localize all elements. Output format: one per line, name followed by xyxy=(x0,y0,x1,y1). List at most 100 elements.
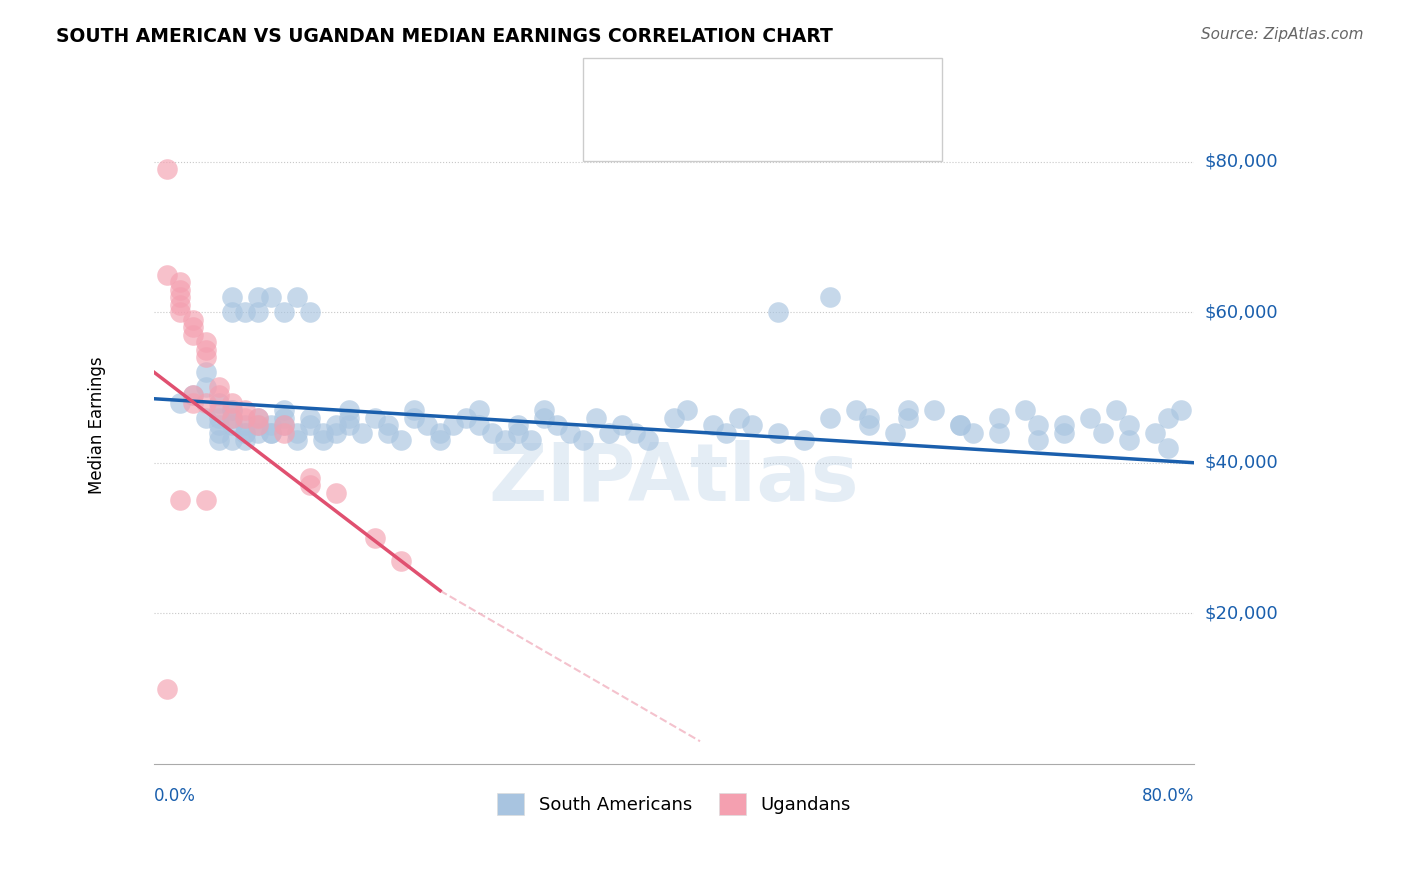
Point xyxy=(247,290,270,304)
Point xyxy=(1053,418,1076,433)
Point xyxy=(1105,403,1128,417)
Point xyxy=(221,410,243,425)
Point xyxy=(1026,433,1049,447)
Point xyxy=(404,410,426,425)
Point xyxy=(221,403,243,417)
Point xyxy=(156,681,179,696)
Point xyxy=(949,418,972,433)
Point xyxy=(299,471,322,485)
Point xyxy=(312,425,335,440)
Point xyxy=(897,403,920,417)
Point xyxy=(987,410,1010,425)
Point xyxy=(208,403,231,417)
Point xyxy=(884,425,907,440)
Point xyxy=(389,553,412,567)
Point xyxy=(221,395,243,409)
Point xyxy=(818,290,841,304)
Point xyxy=(208,380,231,394)
Text: R =: R = xyxy=(630,116,666,134)
Point xyxy=(1143,425,1166,440)
Text: 0.0%: 0.0% xyxy=(155,787,195,805)
Point xyxy=(195,395,218,409)
Point xyxy=(195,351,218,365)
Text: ■: ■ xyxy=(598,113,620,136)
Point xyxy=(285,290,308,304)
Point xyxy=(273,403,295,417)
Point xyxy=(558,425,581,440)
Point xyxy=(247,410,270,425)
Point xyxy=(233,403,256,417)
Point xyxy=(494,433,516,447)
Point xyxy=(208,395,231,409)
Point xyxy=(299,305,322,319)
Text: Median Earnings: Median Earnings xyxy=(89,356,105,494)
Point xyxy=(1157,410,1180,425)
Point xyxy=(468,403,491,417)
Point xyxy=(156,268,179,282)
Point xyxy=(858,418,880,433)
Point xyxy=(195,493,218,508)
Point xyxy=(325,418,347,433)
Point xyxy=(325,486,347,500)
Point xyxy=(389,433,412,447)
Point xyxy=(429,425,451,440)
Point xyxy=(208,425,231,440)
Point xyxy=(337,403,360,417)
Point xyxy=(221,410,243,425)
Point xyxy=(325,425,347,440)
Point xyxy=(728,410,751,425)
Point xyxy=(299,410,322,425)
Point xyxy=(285,433,308,447)
Point xyxy=(169,283,191,297)
Point xyxy=(637,433,659,447)
Point xyxy=(404,403,426,417)
Point xyxy=(766,305,789,319)
Point xyxy=(299,478,322,492)
Point xyxy=(221,403,243,417)
Point xyxy=(468,418,491,433)
Point xyxy=(922,403,945,417)
Text: 114: 114 xyxy=(808,76,844,94)
Point xyxy=(273,410,295,425)
Point xyxy=(233,425,256,440)
Point xyxy=(456,410,478,425)
Point xyxy=(247,418,270,433)
Point xyxy=(273,305,295,319)
Point xyxy=(169,493,191,508)
Point xyxy=(1157,441,1180,455)
Point xyxy=(247,305,270,319)
Text: $20,000: $20,000 xyxy=(1205,604,1278,623)
Point xyxy=(624,425,647,440)
Text: $80,000: $80,000 xyxy=(1205,153,1278,170)
Point xyxy=(585,410,607,425)
Point xyxy=(1091,425,1114,440)
Point xyxy=(533,403,555,417)
Point xyxy=(233,305,256,319)
Point xyxy=(1014,403,1036,417)
Point xyxy=(247,425,270,440)
Point xyxy=(793,433,815,447)
Point xyxy=(181,395,204,409)
Text: -0.343: -0.343 xyxy=(679,116,738,134)
Point xyxy=(181,312,204,326)
Text: -0.164: -0.164 xyxy=(679,76,738,94)
Point xyxy=(195,335,218,350)
Point xyxy=(221,433,243,447)
Point xyxy=(260,425,283,440)
Point xyxy=(897,410,920,425)
Text: $60,000: $60,000 xyxy=(1205,303,1278,321)
Point xyxy=(221,305,243,319)
Text: ■: ■ xyxy=(598,73,620,96)
Point xyxy=(312,433,335,447)
Point xyxy=(1026,418,1049,433)
Point xyxy=(702,418,724,433)
Point xyxy=(285,425,308,440)
Point xyxy=(169,290,191,304)
Point xyxy=(221,290,243,304)
Point xyxy=(845,403,868,417)
Point xyxy=(377,418,399,433)
Point xyxy=(610,418,633,433)
Point xyxy=(962,425,984,440)
Point xyxy=(364,531,387,545)
Point xyxy=(233,425,256,440)
